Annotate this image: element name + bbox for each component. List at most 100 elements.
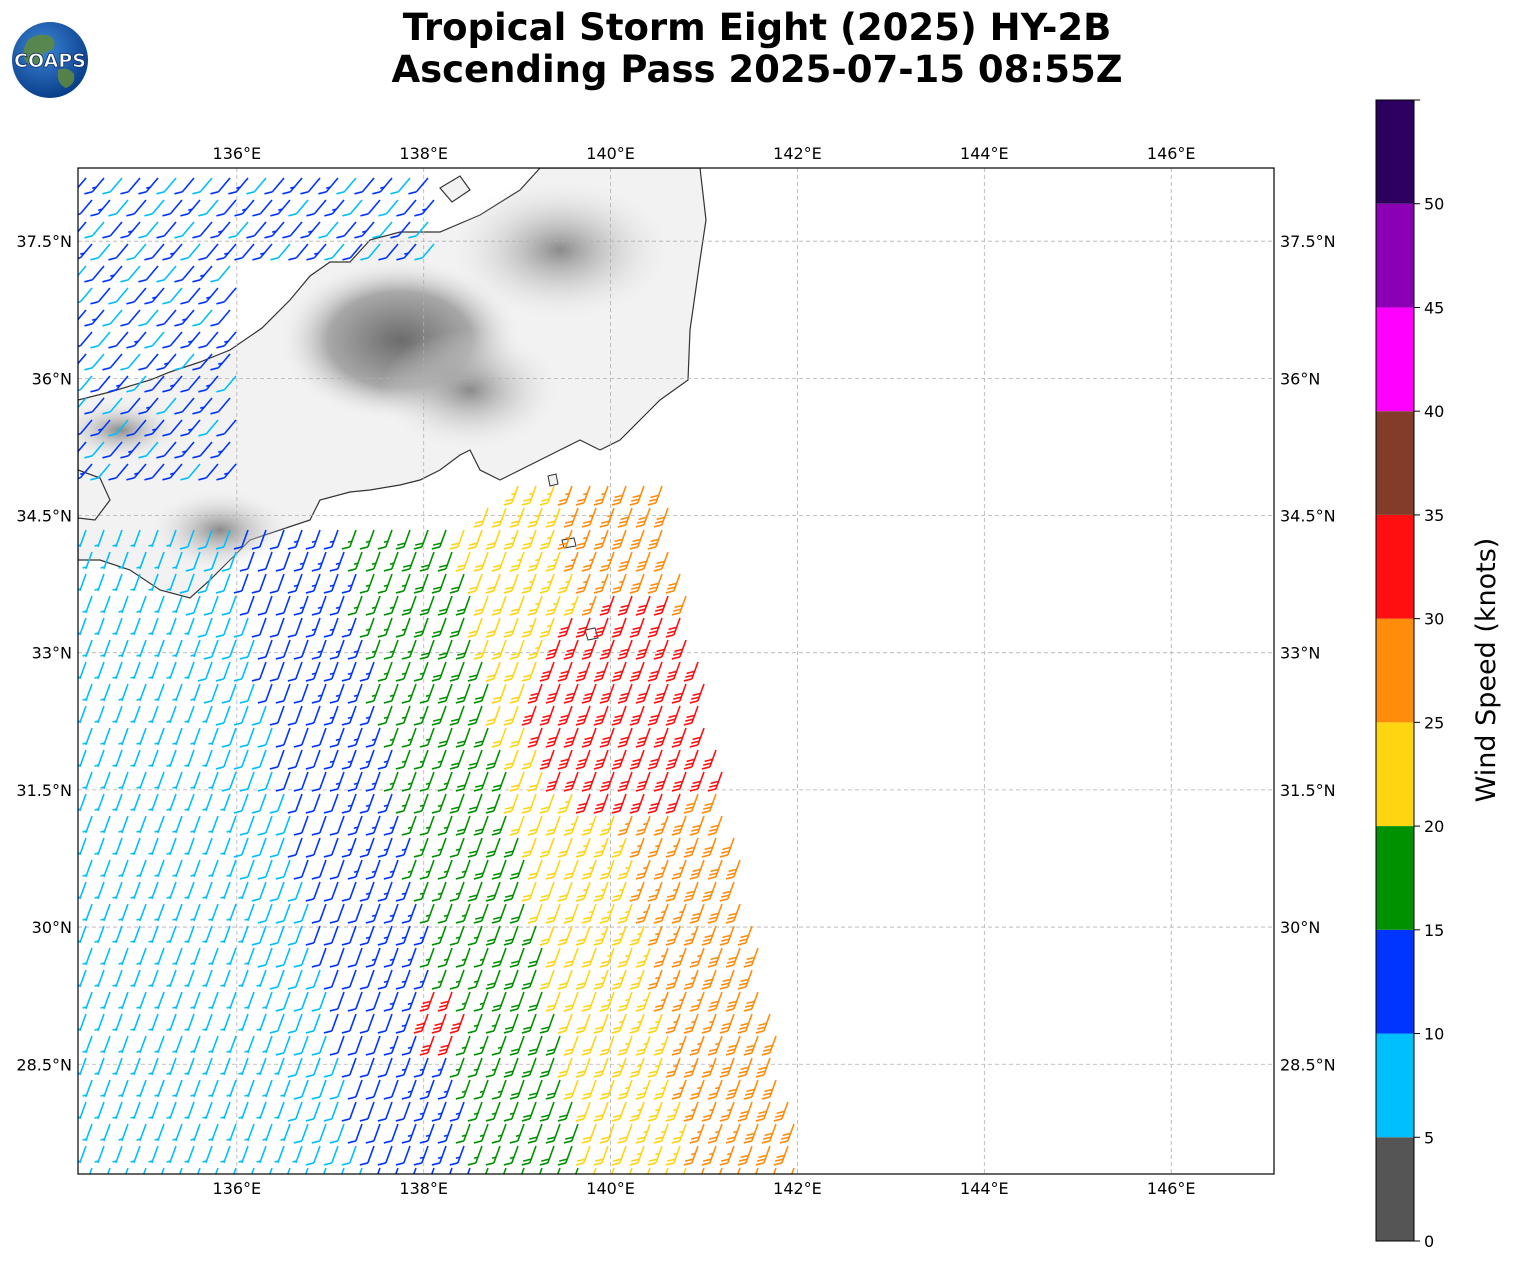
wind-barb [192,177,213,195]
wind-barb [305,837,321,858]
wind-barb [437,991,453,1012]
coaps-logo: COAPS [12,22,88,98]
wind-barb [539,1145,555,1166]
wind-barb [653,815,669,836]
wind-barb [226,991,237,1010]
wind-barb [192,309,213,327]
wind-barb [383,639,399,660]
wind-barb [190,859,201,878]
wind-barb [449,793,465,814]
wind-barb [503,573,519,594]
wind-barb [148,837,159,856]
wind-barb [138,177,159,195]
wind-barb [82,551,93,570]
wind-barb [136,683,147,702]
wind-barb [664,1167,669,1174]
wind-barb [84,177,105,195]
terrain-north [450,180,670,320]
wind-barb [485,617,501,638]
wind-barb [184,617,195,636]
wind-barb [539,749,555,770]
wind-barb [647,1145,663,1166]
wind-barb [419,1123,435,1144]
wind-barb [192,221,213,239]
wind-barb [557,881,573,902]
wind-barb [701,1057,717,1078]
wind-barb [269,573,285,594]
wind-barb [401,727,417,748]
wind-barb [323,1013,339,1034]
wind-barb [136,903,147,922]
wind-barb [467,661,483,682]
wind-barb [646,1167,651,1174]
wind-barb [82,947,93,966]
wind-barb [233,793,249,814]
wind-barb [563,903,579,924]
wind-barb [238,1057,249,1076]
wind-barb [311,1035,327,1056]
colorbar-tick-label: 45 [1424,298,1444,317]
wind-barb [647,749,663,770]
wind-barb [120,265,141,283]
wind-barb [647,661,663,682]
wind-barb [257,727,273,748]
wind-barb [647,969,663,990]
wind-barb [287,1013,303,1034]
wind-barb [136,771,147,790]
wind-barb [305,1101,321,1122]
wind-barb [665,617,681,638]
wind-barb [527,771,543,792]
wind-barb [617,1079,633,1100]
wind-barb [396,199,417,217]
wind-barb [347,727,363,748]
wind-barb [148,1013,159,1032]
wind-barb [581,1123,597,1144]
wind-barb [220,925,231,944]
wind-barb [521,705,537,726]
wind-barb [665,793,681,814]
wind-barb [112,881,123,900]
wind-barb [274,1145,285,1164]
wind-barb [593,925,609,946]
wind-barb [701,969,717,990]
wind-barb [94,749,105,768]
wind-barb [84,397,105,415]
wind-barb [653,507,669,528]
wind-barb [78,353,87,365]
wind-barb [287,793,303,814]
wind-barb [251,573,267,594]
lon-tick-top: 136°E [213,144,262,163]
wind-barb [431,1013,447,1034]
wind-barb [118,1035,129,1054]
wind-barb [184,881,195,900]
wind-barb [377,837,393,858]
wind-barb [184,1057,195,1076]
wind-barb [112,705,123,724]
wind-barb [257,859,273,880]
wind-barb [390,177,411,195]
wind-barb [635,1123,651,1144]
wind-barb [318,221,339,239]
wind-barb [455,551,471,572]
wind-barb [239,727,255,748]
wind-barb [377,793,393,814]
colorbar-bin [1376,826,1414,930]
wind-barb [419,859,435,880]
island-miyake [561,537,577,549]
wind-barb [545,1079,561,1100]
wind-barb [311,771,327,792]
wind-barb [180,331,201,349]
wind-barb [563,1123,579,1144]
wind-barb [120,221,141,239]
wind-barb [383,991,399,1012]
wind-barb [269,969,285,990]
wind-barb [527,1079,543,1100]
wind-barb [166,969,177,988]
wind-barb [617,815,633,836]
wind-barb [94,617,105,636]
wind-barb [629,573,645,594]
wind-barb [414,243,435,261]
wind-barb [269,793,285,814]
wind-barb [256,1145,267,1164]
wind-barb [130,1057,141,1076]
